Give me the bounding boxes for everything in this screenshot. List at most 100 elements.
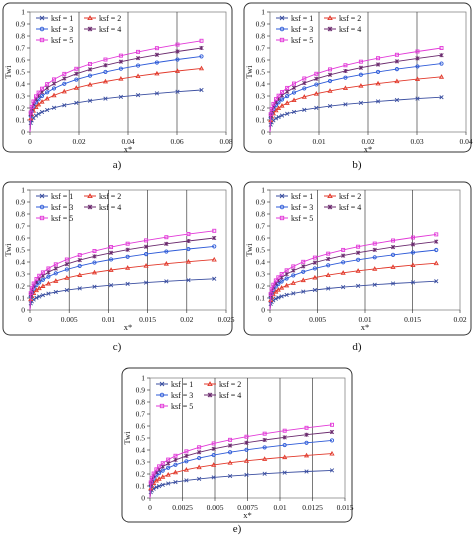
- data-point: [268, 291, 273, 296]
- y-tick-label: 0.2: [136, 470, 146, 479]
- data-point: [312, 266, 317, 271]
- legend-label: ksf = 5: [51, 36, 73, 45]
- panel-letter: c): [113, 341, 122, 353]
- data-point: [262, 471, 267, 476]
- legend-label: ksf = 5: [171, 402, 193, 411]
- data-point: [144, 238, 149, 243]
- data-point: [262, 445, 267, 450]
- data-point: [154, 467, 159, 472]
- data-point: [434, 239, 439, 244]
- data-point: [302, 80, 307, 86]
- data-point: [291, 264, 296, 269]
- data-point: [175, 42, 180, 47]
- data-point: [314, 71, 319, 76]
- data-point: [355, 250, 361, 255]
- data-point: [244, 434, 249, 439]
- data-point: [184, 459, 189, 464]
- data-point: [284, 276, 289, 281]
- data-point: [31, 99, 36, 104]
- data-point: [356, 257, 361, 262]
- legend-label: ksf = 4: [99, 203, 121, 212]
- data-point: [394, 78, 400, 84]
- data-point: [102, 78, 109, 84]
- data-point: [199, 54, 204, 59]
- data-point: [301, 264, 306, 269]
- data-point: [51, 81, 57, 86]
- data-point: [291, 109, 297, 115]
- data-point: [37, 273, 42, 278]
- data-point: [118, 53, 123, 58]
- data-point: [74, 77, 79, 82]
- data-point: [103, 69, 108, 74]
- data-point: [51, 86, 57, 91]
- data-point: [212, 244, 217, 249]
- y-tick-label: 0.7: [136, 410, 146, 419]
- data-point: [329, 429, 335, 435]
- data-point: [197, 450, 202, 455]
- data-point: [135, 63, 141, 68]
- y-axis-label: Twi: [3, 243, 13, 257]
- data-point: [74, 66, 79, 71]
- data-point: [108, 267, 114, 272]
- data-point: [438, 74, 445, 79]
- data-point: [410, 235, 415, 240]
- data-point: [327, 26, 333, 32]
- data-point: [355, 283, 361, 289]
- data-point: [271, 101, 276, 106]
- data-point: [313, 91, 319, 96]
- data-point: [325, 272, 331, 278]
- data-point: [356, 244, 361, 249]
- x-tick-label: 0.01: [358, 315, 371, 324]
- data-point: [376, 56, 381, 61]
- data-point: [28, 291, 33, 296]
- data-point: [285, 111, 290, 116]
- data-point: [87, 15, 93, 21]
- data-point: [77, 272, 83, 277]
- series-line: [269, 233, 437, 311]
- legend-label: ksf = 1: [291, 14, 313, 23]
- data-point: [184, 449, 189, 454]
- y-tick-label: 0.1: [16, 294, 26, 303]
- y-tick-label: 0.4: [256, 258, 266, 267]
- data-point: [207, 392, 213, 398]
- legend-label: ksf = 1: [51, 14, 73, 23]
- panel-frame: [2, 2, 233, 153]
- data-point: [375, 99, 381, 104]
- data-point: [279, 26, 285, 32]
- data-point: [40, 270, 45, 275]
- data-point: [326, 256, 331, 262]
- data-point: [211, 475, 216, 480]
- y-tick-label: 0.8: [256, 32, 266, 41]
- series-line: [29, 230, 215, 311]
- data-point: [39, 94, 45, 99]
- data-point: [301, 289, 306, 294]
- legend-label: ksf = 1: [171, 380, 193, 389]
- x-tick-label: 0.005: [207, 503, 224, 512]
- data-point: [160, 461, 165, 466]
- data-point: [434, 232, 439, 237]
- data-point: [327, 103, 333, 109]
- data-point: [276, 105, 282, 111]
- legend-label: ksf = 5: [291, 36, 313, 45]
- data-point: [135, 73, 141, 79]
- data-point: [36, 90, 41, 95]
- data-point: [77, 286, 82, 291]
- data-point: [197, 456, 202, 461]
- x-tick-label: 0.02: [72, 137, 85, 146]
- legend-label: ksf = 2: [219, 380, 241, 389]
- y-tick-label: 0: [21, 306, 25, 315]
- x-axis-label: x*: [361, 322, 370, 332]
- data-point: [211, 462, 217, 467]
- y-tick-label: 0.6: [16, 56, 26, 65]
- data-point: [244, 440, 249, 445]
- panel-letter: b): [352, 159, 362, 171]
- data-point: [415, 56, 420, 61]
- data-point: [341, 247, 346, 252]
- data-point: [186, 232, 191, 237]
- y-tick-label: 0.2: [16, 282, 26, 291]
- data-point: [304, 432, 309, 437]
- x-tick-label: 0: [148, 503, 152, 512]
- y-tick-label: 0.2: [16, 104, 26, 113]
- data-point: [184, 478, 189, 483]
- y-tick-label: 0.3: [136, 458, 146, 467]
